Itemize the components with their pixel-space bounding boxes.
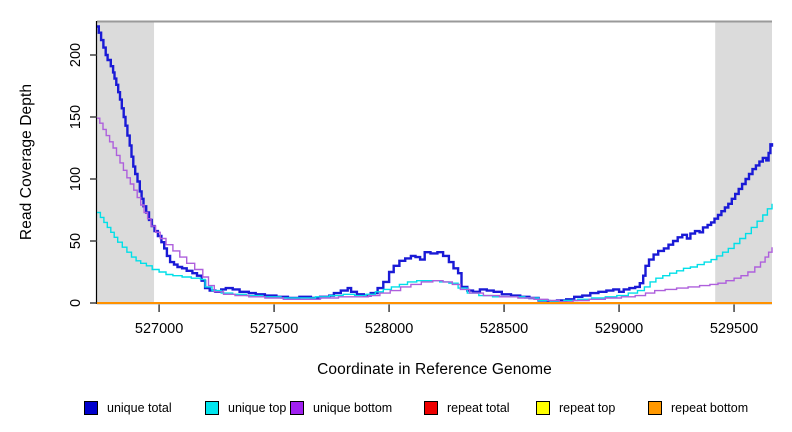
series-line-unique-bottom <box>97 117 773 303</box>
highlight-region-right-flank-repeat-region <box>715 22 772 304</box>
legend-swatch-icon <box>536 401 550 415</box>
y-tick-label: 0 <box>68 299 84 307</box>
legend-swatch-icon <box>205 401 219 415</box>
x-tick-label: 529000 <box>595 321 643 337</box>
x-axis-title: Coordinate in Reference Genome <box>317 361 552 378</box>
legend-item-repeat-top: repeat top <box>536 400 615 416</box>
legend-label: unique bottom <box>313 401 393 415</box>
legend-item-unique-top: unique top <box>205 400 286 416</box>
legend-item-repeat-total: repeat total <box>424 400 510 416</box>
x-tick-label: 527000 <box>135 321 183 337</box>
legend-item-unique-total: unique total <box>84 400 172 416</box>
legend-label: repeat total <box>447 401 510 415</box>
legend-item-unique-bottom: unique bottom <box>290 400 392 416</box>
legend: unique total unique top unique bottom repea… <box>0 400 792 422</box>
series-line-unique-total <box>97 25 774 303</box>
x-tick-label: 528000 <box>365 321 413 337</box>
legend-swatch-icon <box>424 401 438 415</box>
y-tick-label: 50 <box>68 233 84 249</box>
legend-label: repeat bottom <box>671 401 749 415</box>
x-tick-label: 527500 <box>250 321 298 337</box>
y-tick-label: 150 <box>68 105 84 129</box>
y-axis-title: Read Coverage Depth <box>18 83 35 241</box>
legend-swatch-icon <box>290 401 304 415</box>
legend-label: unique total <box>107 401 172 415</box>
y-tick-label: 200 <box>68 43 84 67</box>
highlight-region-left-flank-repeat-region <box>97 22 155 304</box>
legend-swatch-icon <box>648 401 662 415</box>
y-tick-label: 100 <box>68 167 84 191</box>
legend-swatch-icon <box>84 401 98 415</box>
legend-item-repeat-bottom: repeat bottom <box>648 400 748 416</box>
x-tick-label: 528500 <box>480 321 528 337</box>
x-tick-label: 529500 <box>710 321 758 337</box>
legend-label: unique top <box>228 401 287 415</box>
legend-label: repeat top <box>559 401 616 415</box>
